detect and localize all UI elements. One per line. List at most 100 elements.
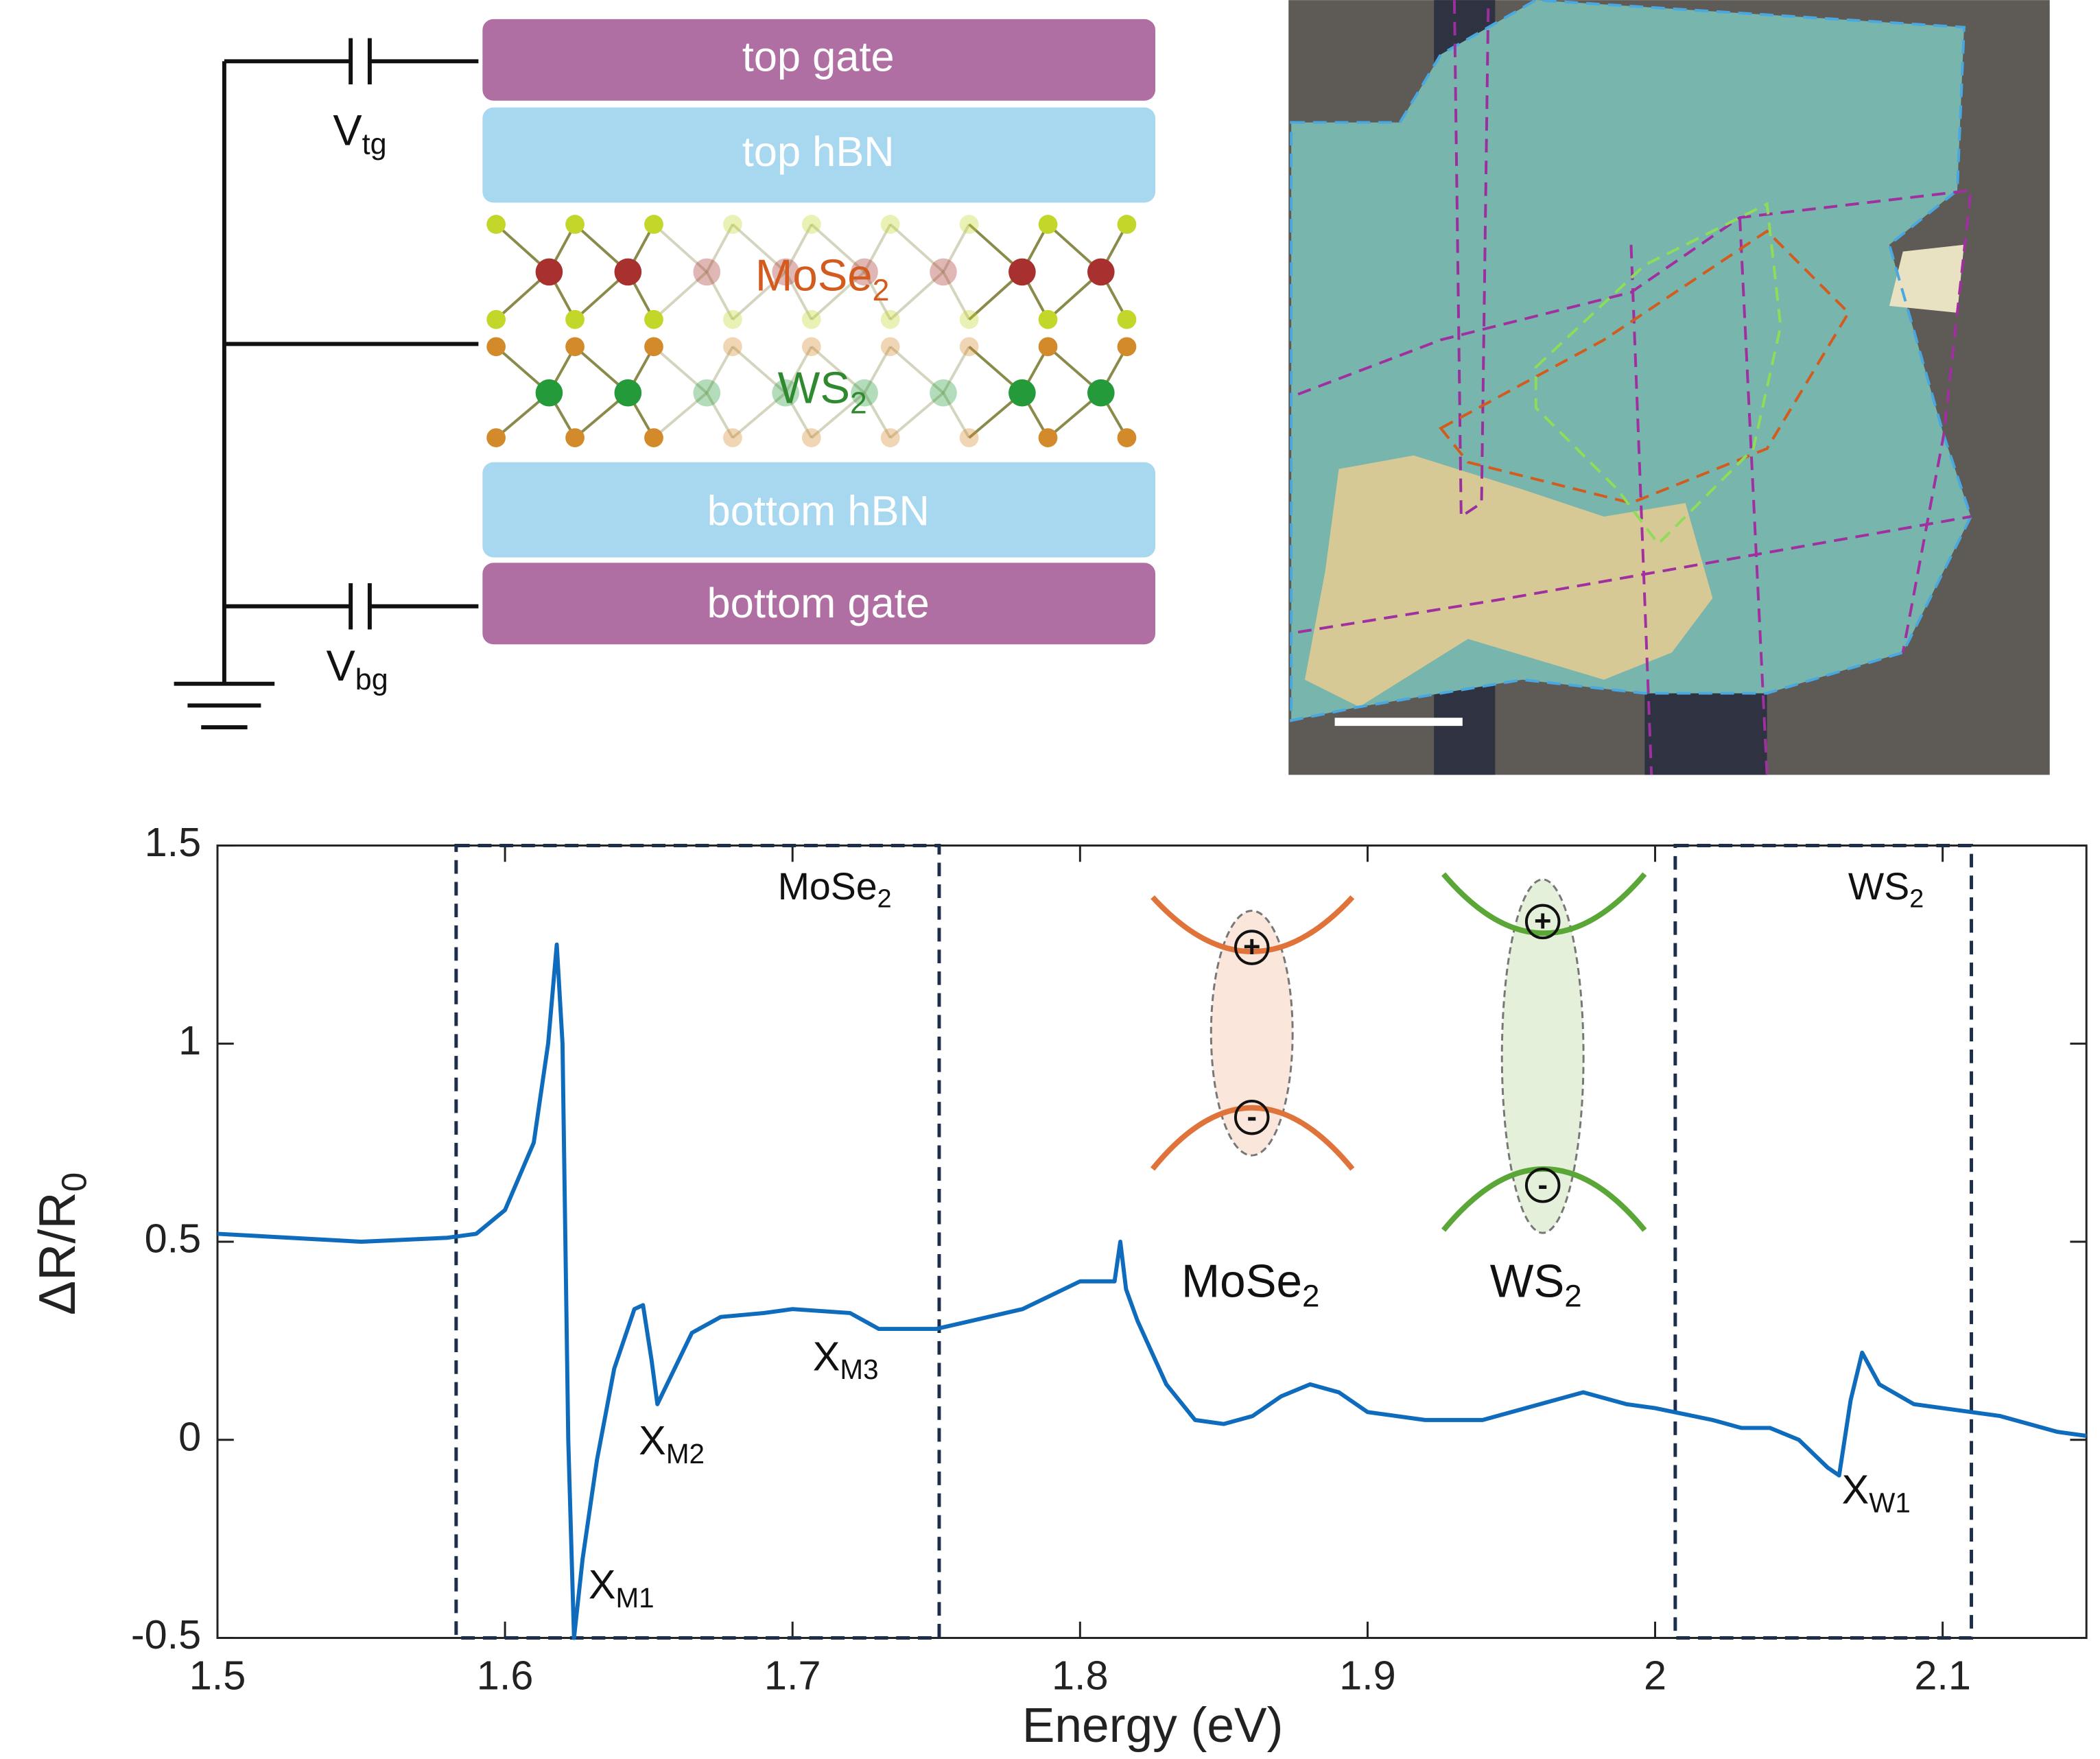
metal-atom: [535, 258, 563, 286]
layer-bottom-gate: [482, 563, 1156, 645]
metal-atom: [693, 258, 721, 286]
chalcogen-atom: [723, 215, 742, 234]
voltage-label: Vbg: [326, 642, 388, 697]
data-line: [217, 942, 2087, 1640]
chalcogen-atom: [644, 215, 663, 234]
chalcogen-atom: [644, 428, 663, 447]
y-axis-label: ΔR/R0: [28, 1172, 93, 1315]
voltage-label-sub: bg: [355, 663, 388, 696]
chalcogen-atom: [959, 337, 979, 357]
chalcogen-atom: [880, 215, 900, 234]
circuit: [174, 38, 479, 730]
material-label-sub: 2: [873, 274, 890, 307]
layer-top-gate: [482, 19, 1156, 101]
material-label: WS2: [778, 363, 867, 420]
metal-atom: [772, 379, 799, 407]
peak-label-main: X: [1842, 1466, 1869, 1512]
peak-label-main: X: [639, 1417, 666, 1463]
bond: [889, 270, 945, 321]
bond: [863, 224, 892, 273]
y-tick-label: -0.5: [131, 1612, 201, 1657]
chalcogen-atom: [1117, 337, 1137, 357]
chalcogen-atom: [486, 428, 506, 447]
metal-atom: [1087, 258, 1115, 286]
inset-bands: [1151, 872, 1647, 1234]
chalcogen-atom: [801, 337, 821, 357]
bond: [784, 346, 813, 394]
bond: [652, 345, 708, 394]
peak-label-main: X: [813, 1333, 840, 1379]
bond: [889, 392, 945, 439]
micrograph: [1288, 0, 2050, 775]
bond: [652, 270, 708, 321]
bond: [889, 223, 945, 273]
metal-atom: [614, 258, 642, 286]
y-tick-label: 0.5: [145, 1216, 202, 1262]
bond: [942, 224, 971, 273]
voltage-label-sub: tg: [362, 128, 387, 161]
material-label-main: WS: [778, 363, 850, 413]
charge-label: -: [1537, 1168, 1548, 1201]
voltage-label-main: V: [333, 106, 362, 154]
region-label-sub: 2: [877, 884, 892, 912]
metal-atom: [1087, 379, 1115, 407]
peak-label-sub: M3: [840, 1354, 878, 1385]
bond: [942, 392, 971, 439]
layer-top-hbn: [482, 107, 1156, 203]
chalcogen-atom: [1038, 337, 1058, 357]
bond: [731, 270, 787, 321]
peak-label-sub: M2: [666, 1438, 705, 1469]
bond: [810, 270, 866, 321]
bond: [784, 271, 813, 320]
bond: [810, 345, 866, 394]
peak-label: XM2: [639, 1417, 705, 1469]
voltage-label: Vtg: [333, 106, 386, 161]
bond: [784, 392, 813, 439]
bond: [705, 392, 734, 439]
metal-atom: [930, 379, 957, 407]
bond: [810, 392, 866, 439]
region-label-main: WS: [1848, 865, 1909, 908]
y-axis-label-sub: 0: [54, 1172, 93, 1192]
plot-frame: [216, 844, 2088, 1640]
bond: [942, 346, 971, 394]
metal-atom: [535, 379, 563, 407]
chalcogen-atom: [880, 309, 900, 329]
metal-atom: [614, 379, 642, 407]
region-label-sub: 2: [1909, 884, 1924, 912]
region-box: [454, 843, 941, 1640]
x-tick-label: 1.9: [1339, 1653, 1396, 1699]
chalcogen-atom: [565, 309, 585, 329]
x-tick-label: 1.6: [477, 1653, 534, 1699]
y-tick-label: 0: [178, 1413, 201, 1459]
chalcogen-atom: [801, 309, 821, 329]
layer-label: bottom gate: [707, 580, 930, 627]
region-label: MoSe2: [778, 865, 892, 913]
metal-atom: [693, 379, 721, 407]
inset-label-sub: 2: [1564, 1279, 1581, 1314]
chalcogen-atom: [723, 309, 742, 329]
inset-label: WS2: [1490, 1255, 1582, 1314]
bond: [705, 346, 734, 394]
y-tick-label: 1: [178, 1017, 201, 1063]
bond: [705, 271, 734, 320]
lattice: [486, 215, 1137, 447]
charge-circle: [1524, 904, 1561, 940]
charge-circle: [1524, 1168, 1561, 1203]
chalcogen-atom: [1117, 309, 1137, 329]
metal-atom: [851, 379, 878, 407]
x-tick-label: 1.5: [189, 1653, 246, 1699]
charge-circle: [1234, 930, 1270, 965]
chalcogen-atom: [565, 428, 585, 447]
x-tick-label: 2: [1644, 1653, 1666, 1699]
chalcogen-atom: [486, 215, 506, 234]
region-label: WS2: [1848, 865, 1924, 913]
chalcogen-atom: [644, 309, 663, 329]
chalcogen-atom: [644, 337, 663, 357]
metal-atom: [1008, 258, 1036, 286]
inset-label: MoSe2: [1181, 1255, 1319, 1314]
chalcogen-atom: [959, 309, 979, 329]
chalcogen-atom: [1117, 428, 1137, 447]
bond: [863, 271, 892, 320]
